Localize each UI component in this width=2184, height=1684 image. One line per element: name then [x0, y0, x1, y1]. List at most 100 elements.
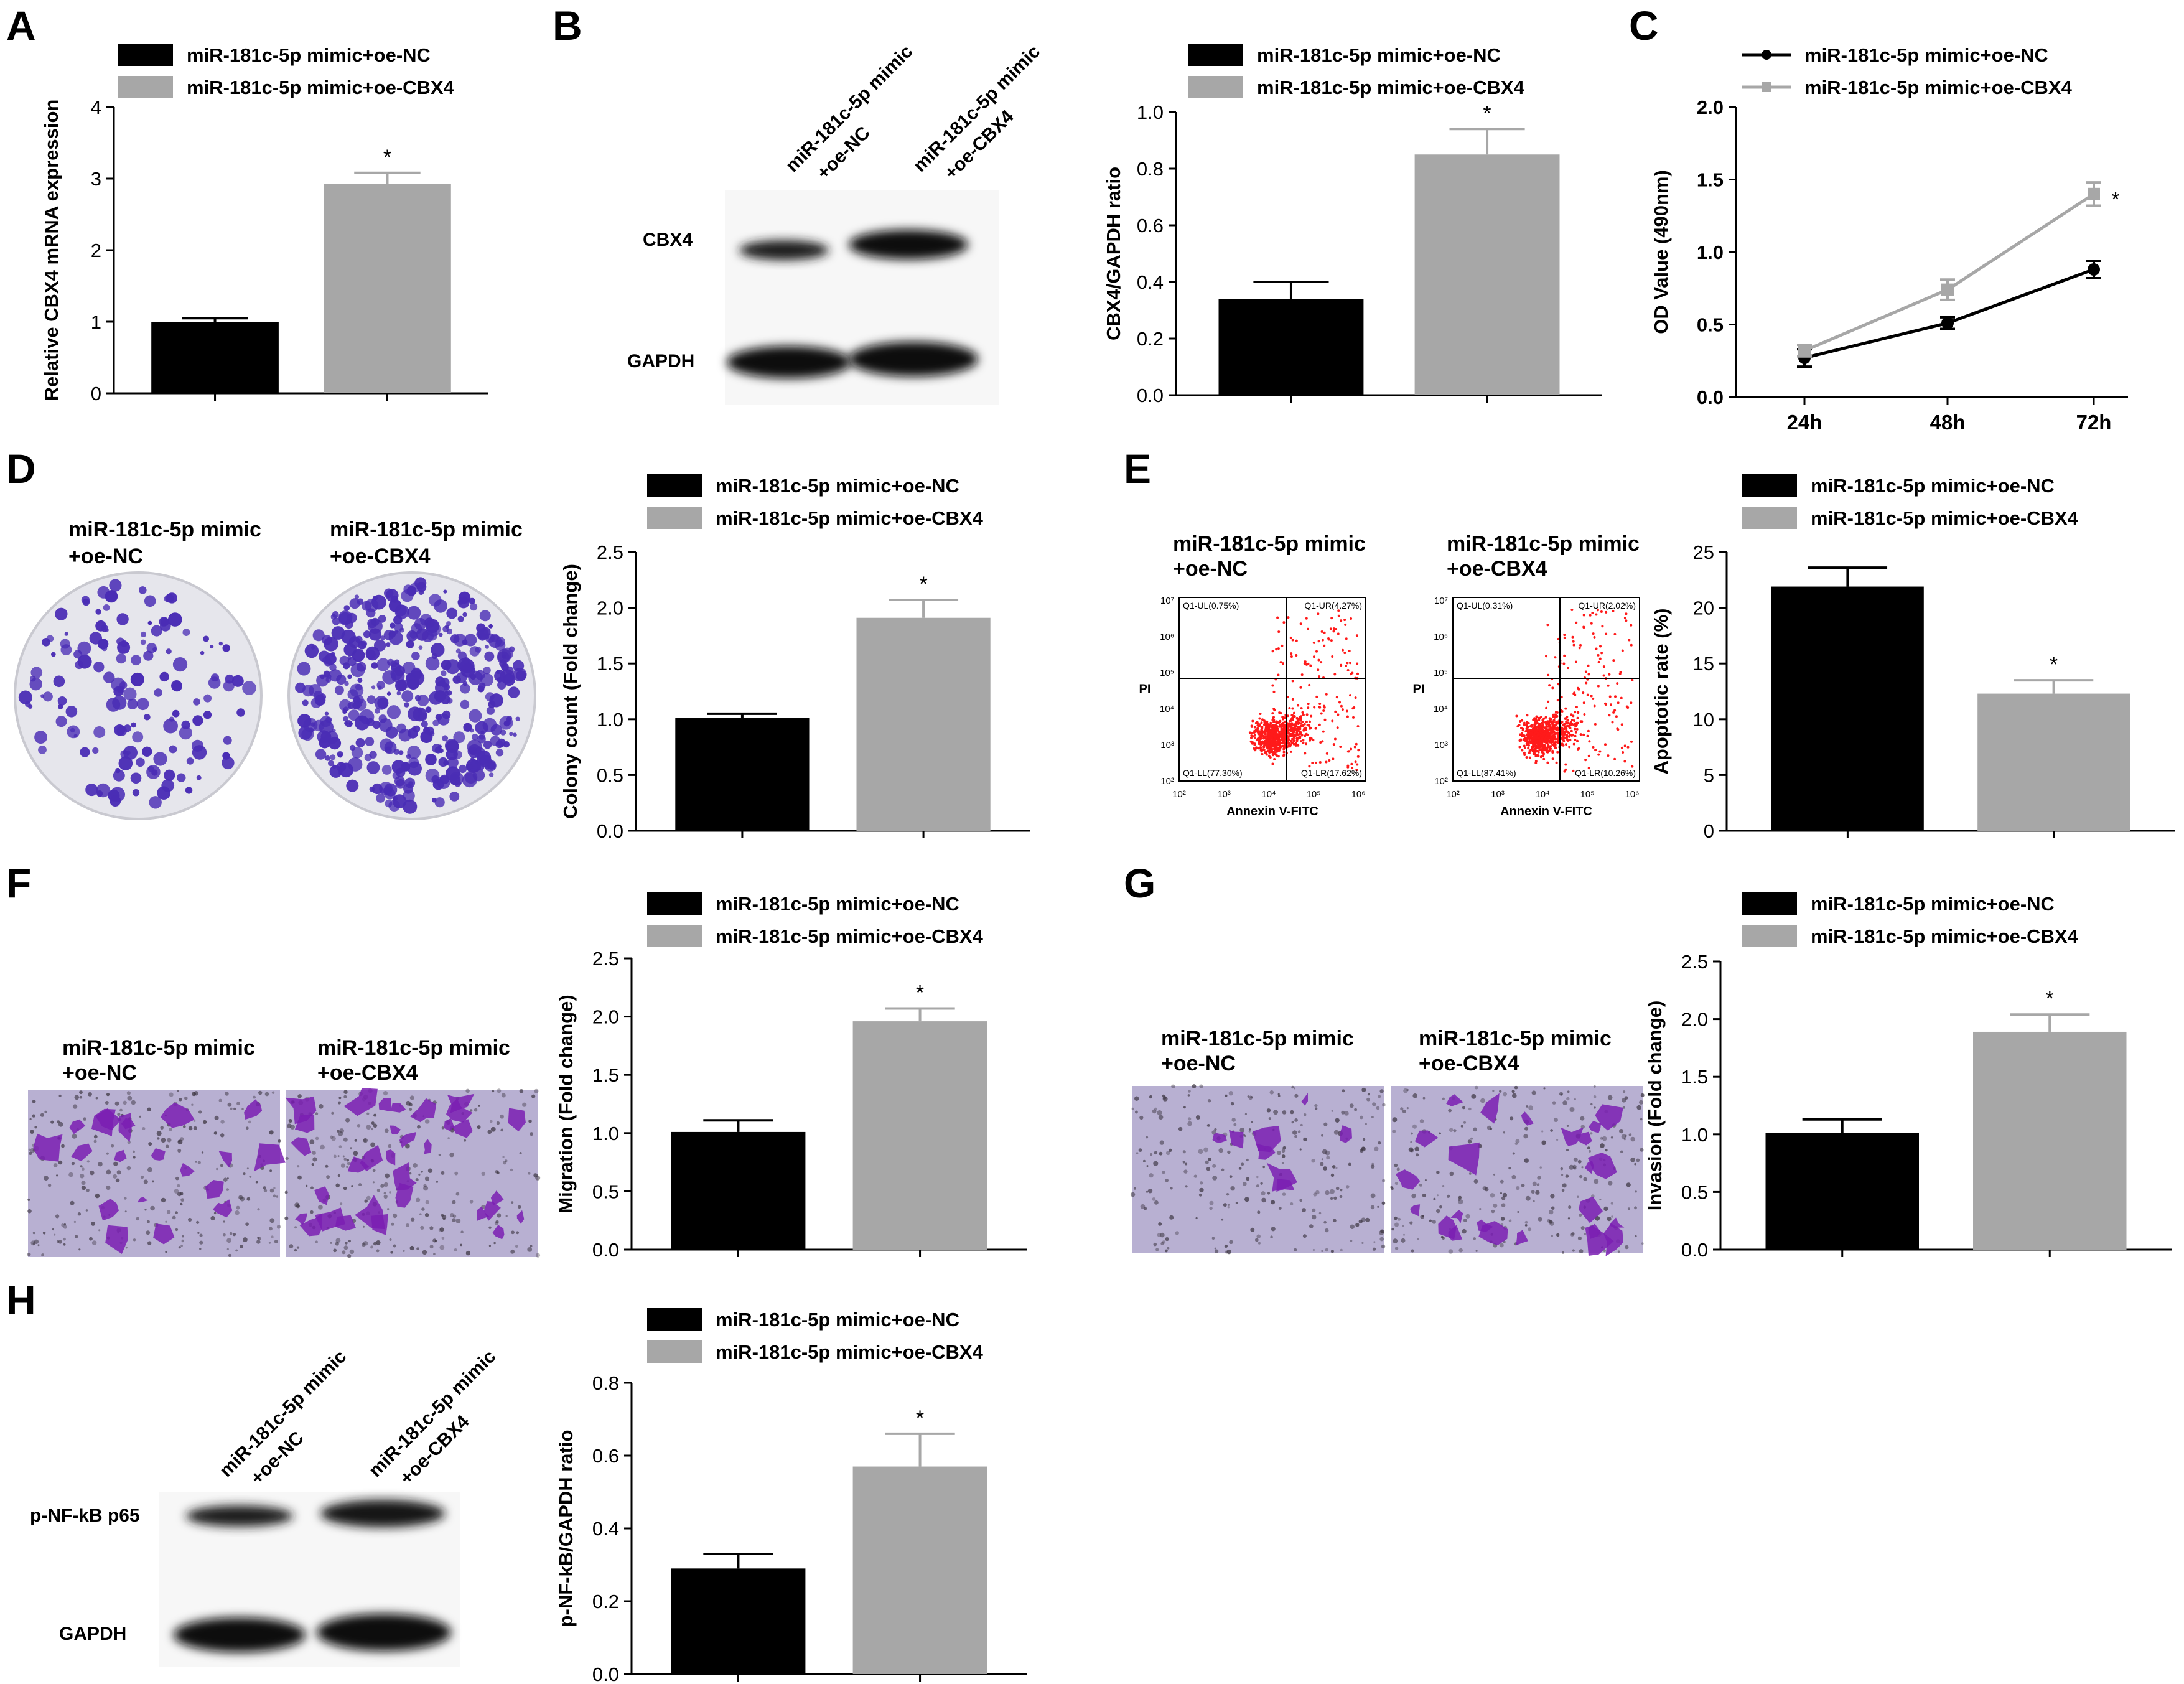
membrane-pore [310, 1210, 314, 1214]
membrane-pore [233, 1107, 236, 1110]
migrated-cell [477, 1206, 490, 1221]
membrane-pore [1344, 1111, 1349, 1116]
event-dot [1291, 737, 1294, 741]
membrane-pore [296, 1246, 300, 1249]
event-dot [1260, 737, 1263, 740]
event-dot [1314, 727, 1317, 730]
colony [401, 690, 414, 703]
membrane-pore [1178, 1126, 1183, 1131]
event-dot [1615, 715, 1618, 718]
membrane-pore [409, 1108, 413, 1111]
membrane-pore [1524, 1126, 1529, 1131]
image-label-cbx4-line1: miR-181c-5p mimic [1419, 1027, 1612, 1050]
membrane-pore [1371, 1116, 1374, 1118]
membrane-pore [1157, 1110, 1162, 1115]
membrane-pore [194, 1120, 196, 1122]
event-dot [1526, 714, 1529, 717]
event-dot [1605, 632, 1608, 635]
membrane-pore [1333, 1130, 1339, 1135]
membrane-pore [113, 1174, 118, 1179]
membrane-pore [1391, 1228, 1394, 1231]
event-dot [1593, 704, 1596, 708]
event-dot [1612, 659, 1615, 662]
y-axis-label: Invasion (Fold change) [1644, 1001, 1666, 1211]
membrane-pore [455, 1219, 461, 1223]
membrane-pore [347, 1254, 352, 1258]
event-dot [1296, 718, 1299, 721]
event-dot [1536, 739, 1539, 742]
colony [51, 652, 56, 657]
bar [151, 322, 279, 393]
quadrant-label: Q1-UL(0.75%) [1183, 601, 1239, 610]
membrane-pore [175, 1228, 179, 1232]
membrane-pore [95, 1193, 100, 1199]
membrane-pore [1635, 1235, 1637, 1238]
event-dot [1623, 760, 1626, 763]
event-dot [1539, 726, 1542, 729]
significance-asterisk: * [383, 146, 391, 169]
panel-letter-g: G [1124, 860, 1155, 906]
event-dot [1620, 746, 1623, 749]
membrane-pore [263, 1189, 268, 1192]
membrane-pore [180, 1244, 183, 1247]
membrane-pore [1169, 1215, 1174, 1220]
membrane-pore [1458, 1248, 1463, 1253]
event-dot [1264, 739, 1267, 742]
migrated-cell [1609, 1217, 1625, 1228]
membrane-pore [1622, 1098, 1626, 1103]
y-tick-label: 10⁴ [1434, 704, 1448, 714]
membrane-pore [1247, 1095, 1250, 1098]
colony [30, 667, 43, 678]
event-dot [1622, 751, 1625, 754]
membrane-pore [1493, 1203, 1498, 1208]
membrane-pore [61, 1223, 65, 1227]
bar [852, 1466, 987, 1674]
membrane-pore [177, 1184, 180, 1187]
event-dot [1307, 627, 1309, 630]
event-dot [1532, 727, 1534, 730]
y-tick-label: 4 [91, 96, 101, 118]
membrane-pore [1158, 1115, 1164, 1120]
membrane-pore [83, 1117, 86, 1121]
event-dot [1264, 743, 1267, 746]
membrane-pore [147, 1167, 152, 1172]
membrane-pore [1640, 1148, 1644, 1152]
membrane-pore [1628, 1133, 1632, 1136]
event-dot [1566, 730, 1569, 733]
membrane-pore [1531, 1090, 1536, 1095]
event-dot [1351, 671, 1354, 675]
membrane-pore [1212, 1176, 1218, 1181]
event-dot [1290, 655, 1293, 658]
membrane-pore [63, 1225, 67, 1229]
event-dot [1604, 743, 1607, 746]
event-dot [1575, 727, 1579, 731]
membrane-pore [1584, 1233, 1587, 1235]
event-dot [1286, 739, 1289, 742]
membrane-pore [1195, 1115, 1200, 1120]
event-dot [1330, 617, 1333, 620]
membrane-pore [362, 1242, 366, 1247]
membrane-pore [235, 1210, 240, 1215]
membrane-pore [1165, 1179, 1169, 1182]
membrane-pore [1442, 1185, 1445, 1187]
membrane-pore [1294, 1118, 1299, 1122]
y-tick-label: 2.0 [1697, 96, 1724, 118]
membrane-pore [276, 1225, 281, 1229]
membrane-pore [371, 1128, 373, 1131]
event-dot [1582, 691, 1585, 695]
event-dot [1541, 736, 1544, 739]
event-dot [1287, 732, 1290, 735]
membrane-pore [1562, 1251, 1564, 1254]
membrane-pore [1503, 1092, 1508, 1097]
membrane-pore [127, 1095, 133, 1101]
x-tick-label: 10⁵ [1307, 789, 1321, 800]
membrane-pore [264, 1092, 269, 1097]
membrane-pore [160, 1126, 164, 1130]
blot-label-gapdh: GAPDH [59, 1624, 126, 1644]
panel-letter-b: B [553, 2, 582, 49]
membrane-pore [383, 1194, 388, 1199]
membrane-pore [1165, 1237, 1169, 1242]
membrane-pore [111, 1144, 114, 1148]
migrated-cell [1339, 1125, 1352, 1143]
membrane-pore [1198, 1193, 1202, 1197]
